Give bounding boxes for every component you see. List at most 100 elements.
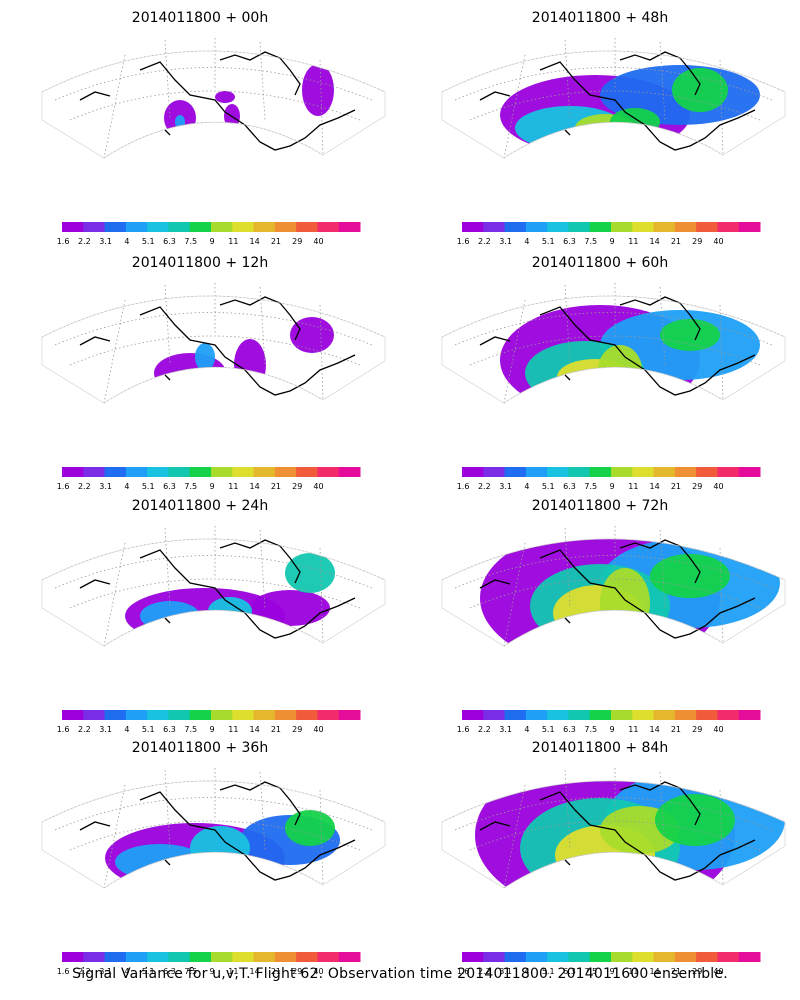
colorbar-label: 21: [271, 482, 281, 491]
colorbar-swatch: [525, 710, 548, 720]
colorbar-swatch: [338, 710, 361, 720]
colorbar-swatch: [211, 952, 233, 962]
colorbar: 1.6 2.2 3.1 4 5.1 6.3 7.5 9 11 14 21 29 40: [457, 467, 761, 491]
colorbar-swatch: [168, 710, 191, 720]
colorbar-label: 7.5: [584, 237, 597, 246]
colorbar-label: 7.5: [584, 725, 597, 734]
variance-contour: [640, 155, 690, 158]
colorbar-label: 14: [250, 725, 260, 734]
colorbar-label: 21: [271, 967, 281, 976]
colorbar-swatch: [274, 952, 297, 962]
colorbar-swatch: [253, 467, 276, 477]
map-sector-outline: [41, 295, 386, 404]
colorbar-swatch: [653, 467, 676, 477]
variance-contour: [648, 405, 712, 441]
colorbar-swatch: [338, 952, 361, 962]
variance-contour: [600, 568, 650, 638]
colorbar-label: 40: [313, 237, 323, 246]
map-panel: 2014011800 + 00h 1.6 2.2 3.1 4 5.1 6.3 7.5 9 11 14…: [41, 10, 386, 246]
map-panel: 2014011800 + 60h 1.6 2.2 3.1 4 5.1 6.3 7.5 9 11 14…: [441, 255, 786, 491]
colorbar-swatch: [611, 222, 633, 232]
colorbar-label: 29: [292, 482, 302, 491]
colorbar-label: 5.1: [142, 967, 155, 976]
figure-caption: Signal Variance for u,v,T. Flight 62. Ob…: [72, 966, 728, 982]
colorbar: 1.6 2.2 3.1 4 5.1 6.3 7.5 9 11 14 21 29 40: [57, 952, 361, 976]
colorbar-label: 9: [610, 237, 615, 246]
colorbar-swatch: [104, 222, 127, 232]
variance-contour: [598, 345, 642, 395]
colorbar-label: 6.3: [563, 967, 576, 976]
colorbar-label: 11: [228, 482, 238, 491]
colorbar-label: 1.6: [57, 725, 70, 734]
map-sector-outline: [441, 538, 786, 647]
colorbar-label: 7.5: [584, 967, 597, 976]
colorbar: 1.6 2.2 3.1 4 5.1 6.3 7.5 9 11 14 21 29 40: [457, 952, 761, 976]
colorbar-label: 5.1: [142, 237, 155, 246]
colorbar-label: 3.1: [99, 967, 112, 976]
colorbar-swatch: [83, 952, 106, 962]
colorbar-swatch: [274, 467, 297, 477]
colorbar-label: 4: [524, 725, 529, 734]
colorbar-label: 14: [250, 482, 260, 491]
colorbar-label: 9: [610, 482, 615, 491]
graticule: [41, 526, 386, 647]
colorbar-swatch: [83, 710, 106, 720]
colorbar-swatch: [62, 467, 84, 477]
colorbar-swatch: [147, 952, 169, 962]
colorbar-label: 21: [271, 237, 281, 246]
colorbar-label: 5.1: [542, 725, 555, 734]
map-sector-outline: [441, 295, 786, 404]
colorbar-swatch: [674, 467, 697, 477]
colorbar-label: 21: [671, 482, 681, 491]
colorbar-label: 11: [228, 237, 238, 246]
colorbar-swatch: [611, 710, 633, 720]
colorbar-label: 29: [292, 237, 302, 246]
colorbar-label: 7.5: [184, 967, 197, 976]
colorbar-label: 6.3: [163, 967, 176, 976]
map-sector-outline: [41, 538, 386, 647]
colorbar-swatch: [717, 952, 740, 962]
map-panel: 2014011800 + 36h 1.6 2.2 3.1 4 5.1 6.3 7.5 9 11 14…: [41, 740, 386, 976]
colorbar-swatch: [738, 467, 761, 477]
colorbar-swatch: [62, 710, 84, 720]
map-panel: 2014011800 + 84h 1.6 2.2 3.1 4 5.1 6.3 7.5 9 11 14…: [441, 740, 786, 976]
colorbar-label: 1.6: [57, 482, 70, 491]
coastline: [479, 781, 756, 881]
colorbar-swatch: [504, 710, 527, 720]
colorbar-swatch: [738, 222, 761, 232]
coastline: [479, 539, 756, 639]
colorbar-swatch: [674, 952, 697, 962]
variance-field: [475, 781, 785, 888]
colorbar-label: 14: [650, 237, 660, 246]
colorbar-label: 2.2: [478, 482, 491, 491]
colorbar-label: 6.3: [563, 482, 576, 491]
colorbar-label: 29: [292, 967, 302, 976]
colorbar-label: 29: [292, 725, 302, 734]
colorbar-swatch: [483, 710, 506, 720]
colorbar-label: 40: [713, 482, 723, 491]
colorbar-swatch: [589, 467, 612, 477]
colorbar-label: 5.1: [142, 482, 155, 491]
colorbar-label: 2.2: [78, 482, 91, 491]
colorbar-label: 9: [210, 967, 215, 976]
colorbar-swatch: [696, 467, 718, 477]
colorbar-swatch: [296, 222, 318, 232]
colorbar-swatch: [189, 222, 212, 232]
colorbar-label: 3.1: [499, 967, 512, 976]
colorbar-label: 14: [650, 725, 660, 734]
variance-contour: [118, 686, 142, 710]
colorbar-label: 11: [228, 725, 238, 734]
colorbar-swatch: [547, 952, 569, 962]
colorbar-swatch: [211, 467, 233, 477]
colorbar-label: 40: [713, 237, 723, 246]
colorbar-swatch: [632, 710, 655, 720]
colorbar-label: 40: [713, 725, 723, 734]
variance-field: [105, 810, 340, 888]
colorbar-swatch: [653, 710, 676, 720]
colorbar-label: 4: [124, 237, 129, 246]
colorbar-swatch: [125, 467, 148, 477]
map-panel: 2014011800 + 72h 1.6 2.2 3.1 4 5.1 6.3 7.5 9 11 14…: [441, 498, 786, 734]
colorbar-swatch: [674, 710, 697, 720]
colorbar-label: 11: [228, 967, 238, 976]
